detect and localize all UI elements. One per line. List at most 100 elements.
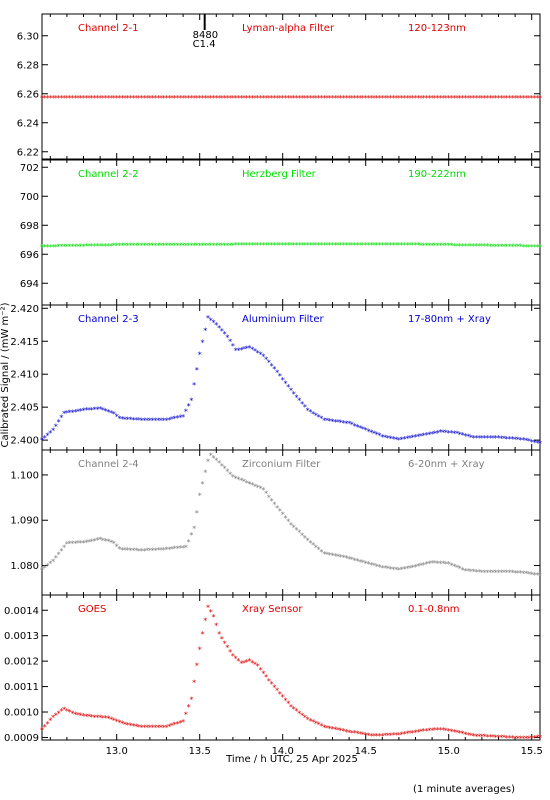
data-point: *	[112, 242, 116, 251]
data-point: *	[239, 94, 243, 103]
data-point: *	[292, 705, 296, 714]
data-point: *	[200, 480, 204, 489]
data-point: *	[140, 242, 144, 251]
data-point: *	[513, 243, 517, 252]
data-point: *	[366, 427, 370, 436]
data-point: *	[516, 569, 520, 578]
data-point: *	[488, 94, 492, 103]
data-point: *	[433, 726, 437, 735]
data-point: *	[82, 94, 86, 103]
data-point: *	[474, 434, 478, 443]
data-point: *	[248, 344, 252, 353]
data-point: *	[242, 94, 246, 103]
y-tick-label: 2.420	[10, 304, 39, 315]
data-point: *	[477, 434, 481, 443]
data-point: *	[538, 243, 542, 252]
data-point: *	[319, 548, 323, 557]
data-point: *	[198, 241, 202, 250]
data-point: *	[480, 242, 484, 251]
panel-label: Lyman-alpha Filter	[242, 23, 335, 34]
data-point: *	[422, 241, 426, 250]
data-point: *	[209, 241, 213, 250]
data-point: *	[472, 434, 476, 443]
data-point: *	[300, 94, 304, 103]
data-point: *	[405, 564, 409, 573]
data-point: *	[289, 703, 293, 712]
data-point: *	[295, 241, 299, 250]
data-point: *	[264, 673, 268, 682]
data-point: *	[120, 94, 124, 103]
data-point: *	[117, 242, 121, 251]
data-point: *	[225, 94, 229, 103]
data-point: *	[200, 94, 204, 103]
data-point: *	[521, 569, 525, 578]
data-point: *	[447, 242, 451, 251]
x-axis-label: Time / h UTC, 25 Apr 2025	[225, 754, 358, 765]
y-tick-label: 0.0009	[4, 733, 39, 744]
data-point: *	[353, 94, 357, 103]
data-point: *	[386, 565, 390, 574]
data-point: *	[120, 546, 124, 555]
data-point: *	[292, 523, 296, 532]
data-point: *	[344, 554, 348, 563]
data-point: *	[281, 511, 285, 520]
data-point: *	[198, 491, 202, 500]
data-point: *	[120, 720, 124, 729]
data-point: *	[159, 94, 163, 103]
data-point: *	[159, 241, 163, 250]
data-point: *	[129, 242, 133, 251]
data-point: *	[259, 666, 263, 675]
data-point: *	[535, 94, 539, 103]
data-point: *	[375, 94, 379, 103]
data-point: *	[378, 732, 382, 741]
data-point: *	[364, 559, 368, 568]
data-point: *	[117, 415, 121, 424]
data-point: *	[134, 547, 138, 556]
data-point: *	[236, 657, 240, 666]
data-point: *	[145, 723, 149, 732]
data-point: *	[195, 662, 199, 671]
data-point: *	[408, 729, 412, 738]
data-point: *	[126, 546, 130, 555]
data-point: *	[264, 490, 268, 499]
data-point: *	[57, 418, 61, 427]
data-point: *	[331, 94, 335, 103]
data-point: *	[411, 94, 415, 103]
data-point: *	[336, 553, 340, 562]
data-point: *	[151, 94, 155, 103]
data-point: *	[145, 241, 149, 250]
data-point: *	[391, 94, 395, 103]
data-point: *	[214, 94, 218, 103]
data-point: *	[466, 433, 470, 442]
panel-label: Channel 2-4	[78, 459, 139, 470]
data-point: *	[159, 723, 163, 732]
data-point: *	[300, 400, 304, 409]
data-point: *	[447, 429, 451, 438]
data-point: *	[206, 241, 210, 250]
data-point: *	[286, 241, 290, 250]
data-point: *	[369, 241, 373, 250]
data-point: *	[300, 241, 304, 250]
data-point: *	[480, 568, 484, 577]
data-point: *	[95, 242, 99, 251]
data-point: *	[389, 565, 393, 574]
data-point: *	[259, 350, 263, 359]
data-point: *	[366, 560, 370, 569]
data-point: *	[46, 562, 50, 571]
data-point: *	[231, 473, 235, 482]
data-point: *	[184, 711, 188, 720]
y-tick-label: 6.30	[17, 31, 39, 42]
data-point: *	[419, 94, 423, 103]
data-point: *	[68, 94, 72, 103]
data-point: *	[463, 432, 467, 441]
data-point: *	[344, 241, 348, 250]
data-point: *	[328, 417, 332, 426]
data-point: *	[70, 94, 74, 103]
data-point: *	[98, 94, 102, 103]
data-point: *	[112, 94, 116, 103]
data-point: *	[502, 568, 506, 577]
data-point: *	[165, 94, 169, 103]
data-point: *	[408, 434, 412, 443]
data-point: *	[40, 243, 44, 252]
data-point: *	[176, 544, 180, 553]
